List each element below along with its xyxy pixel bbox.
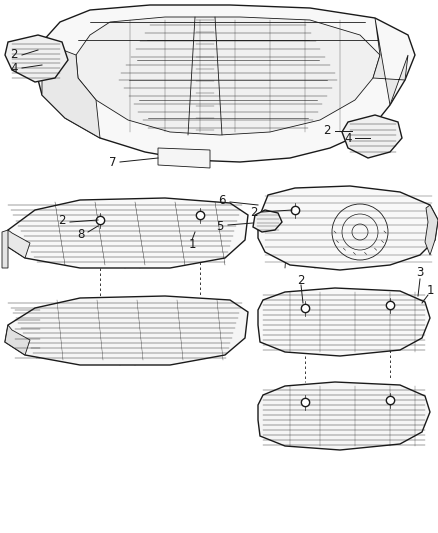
Text: 2: 2 xyxy=(10,49,18,61)
Polygon shape xyxy=(76,17,380,135)
Polygon shape xyxy=(42,42,100,138)
Text: 8: 8 xyxy=(78,228,85,240)
Text: 5: 5 xyxy=(216,220,224,232)
Text: 6: 6 xyxy=(218,195,226,207)
Text: 2: 2 xyxy=(297,273,305,287)
Text: 7: 7 xyxy=(109,157,117,169)
Text: 2: 2 xyxy=(250,206,258,219)
Text: 2: 2 xyxy=(58,214,66,228)
Polygon shape xyxy=(158,148,210,168)
Text: 1: 1 xyxy=(188,238,196,252)
Polygon shape xyxy=(5,325,30,355)
Text: 4: 4 xyxy=(10,62,18,76)
Polygon shape xyxy=(5,296,248,365)
Polygon shape xyxy=(35,5,415,162)
Polygon shape xyxy=(342,115,402,158)
Polygon shape xyxy=(5,35,68,82)
Text: 1: 1 xyxy=(426,285,434,297)
Polygon shape xyxy=(2,230,8,268)
Polygon shape xyxy=(258,288,430,356)
Polygon shape xyxy=(5,198,248,268)
Polygon shape xyxy=(5,230,30,258)
Text: 3: 3 xyxy=(416,266,424,279)
Polygon shape xyxy=(373,18,408,105)
Polygon shape xyxy=(425,205,438,255)
Polygon shape xyxy=(258,186,438,270)
Text: 4: 4 xyxy=(344,132,352,144)
Text: 2: 2 xyxy=(323,125,331,138)
Polygon shape xyxy=(253,210,282,232)
Polygon shape xyxy=(258,382,430,450)
